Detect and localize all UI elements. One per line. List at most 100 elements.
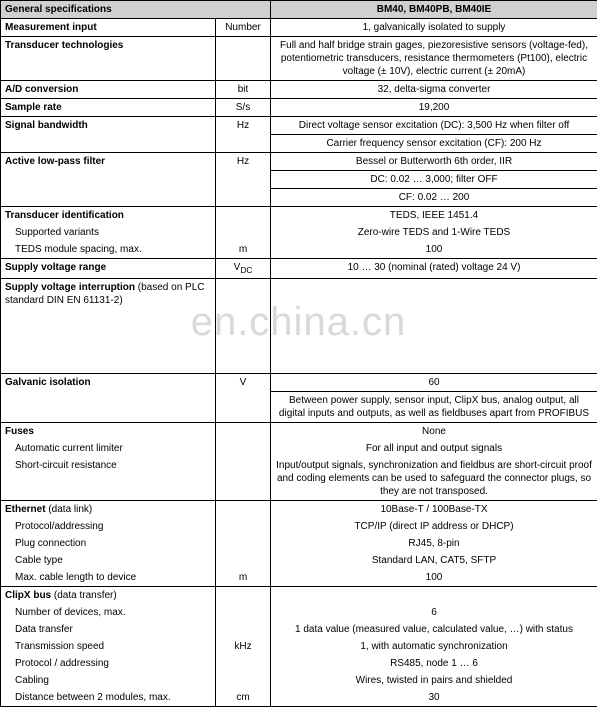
row-label: Automatic current limiter	[1, 440, 216, 457]
row-value	[271, 278, 597, 373]
table-header-row: General specifications BM40, BM40PB, BM4…	[1, 1, 597, 19]
row-label: Galvanic isolation	[1, 373, 216, 391]
row-value: None	[271, 422, 597, 440]
row-unit: bit	[216, 81, 271, 99]
row-label: Data transfer	[1, 621, 216, 638]
row-label: Measurement input	[1, 19, 216, 37]
row-label: Fuses	[1, 422, 216, 440]
table-row: Data transfer 1 data value (measured val…	[1, 621, 597, 638]
table-row: Carrier frequency sensor excitation (CF)…	[1, 135, 597, 153]
table-row: Supported variants Zero-wire TEDS and 1-…	[1, 224, 597, 241]
row-unit	[216, 535, 271, 552]
row-value: Bessel or Butterworth 6th order, IIR	[271, 153, 597, 171]
row-value: Zero-wire TEDS and 1-Wire TEDS	[271, 224, 597, 241]
row-label: Signal bandwidth	[1, 117, 216, 135]
row-value: Wires, twisted in pairs and shielded	[271, 672, 597, 689]
row-label	[1, 189, 216, 207]
row-label: ClipX bus (data transfer)	[1, 586, 216, 604]
table-row: Max. cable length to device m 100	[1, 569, 597, 587]
table-row: Plug connection RJ45, 8-pin	[1, 535, 597, 552]
table-row: Measurement input Number 1, galvanically…	[1, 19, 597, 37]
table-row: Cabling Wires, twisted in pairs and shie…	[1, 672, 597, 689]
row-value: TEDS, IEEE 1451.4	[271, 207, 597, 225]
row-label: TEDS module spacing, max.	[1, 241, 216, 259]
row-value: 32, delta-sigma converter	[271, 81, 597, 99]
row-label: Cabling	[1, 672, 216, 689]
row-unit	[216, 457, 271, 501]
row-value: Direct voltage sensor excitation (DC): 3…	[271, 117, 597, 135]
row-label: Ethernet (data link)	[1, 500, 216, 518]
row-label: Supported variants	[1, 224, 216, 241]
table-row: ClipX bus (data transfer)	[1, 586, 597, 604]
row-unit: V	[216, 373, 271, 391]
row-label: Protocol/addressing	[1, 518, 216, 535]
row-value: DC: 0.02 … 3,000; filter OFF	[271, 171, 597, 189]
row-unit	[216, 391, 271, 422]
table-row: Active low-pass filter Hz Bessel or Butt…	[1, 153, 597, 171]
table-row: Protocol/addressing TCP/IP (direct IP ad…	[1, 518, 597, 535]
row-unit	[216, 655, 271, 672]
row-unit: m	[216, 569, 271, 587]
row-unit: Hz	[216, 117, 271, 135]
row-value: RJ45, 8-pin	[271, 535, 597, 552]
row-label: Number of devices, max.	[1, 604, 216, 621]
table-row: A/D conversion bit 32, delta-sigma conve…	[1, 81, 597, 99]
row-unit	[216, 621, 271, 638]
row-label	[1, 135, 216, 153]
row-unit	[216, 552, 271, 569]
header-general-spec: General specifications	[1, 1, 271, 19]
row-value: 1 data value (measured value, calculated…	[271, 621, 597, 638]
row-label: Transducer technologies	[1, 37, 216, 81]
row-value: RS485, node 1 … 6	[271, 655, 597, 672]
row-unit	[216, 422, 271, 440]
table-row: Supply voltage interruption (based on PL…	[1, 278, 597, 373]
table-row: CF: 0.02 … 200	[1, 189, 597, 207]
row-value: 100	[271, 241, 597, 259]
table-row: Sample rate S/s 19,200	[1, 99, 597, 117]
table-row: Short-circuit resistance Input/output si…	[1, 457, 597, 501]
row-label: A/D conversion	[1, 81, 216, 99]
row-unit	[216, 189, 271, 207]
row-unit	[216, 672, 271, 689]
row-value: 60	[271, 373, 597, 391]
row-unit	[216, 171, 271, 189]
row-value: Carrier frequency sensor excitation (CF)…	[271, 135, 597, 153]
row-value: Between power supply, sensor input, Clip…	[271, 391, 597, 422]
row-unit	[216, 135, 271, 153]
table-row: Ethernet (data link) 10Base-T / 100Base-…	[1, 500, 597, 518]
row-unit: kHz	[216, 638, 271, 655]
row-value: Full and half bridge strain gages, piezo…	[271, 37, 597, 81]
row-label	[1, 391, 216, 422]
row-unit: Number	[216, 19, 271, 37]
row-unit	[216, 207, 271, 225]
table-row: Transducer identification TEDS, IEEE 145…	[1, 207, 597, 225]
table-row: Number of devices, max. 6	[1, 604, 597, 621]
table-row: TEDS module spacing, max. m 100	[1, 241, 597, 259]
row-unit	[216, 37, 271, 81]
row-unit: Hz	[216, 153, 271, 171]
row-unit	[216, 604, 271, 621]
row-label: Transmission speed	[1, 638, 216, 655]
row-unit	[216, 224, 271, 241]
row-unit	[216, 586, 271, 604]
row-unit	[216, 518, 271, 535]
table-row: Fuses None	[1, 422, 597, 440]
row-unit: S/s	[216, 99, 271, 117]
row-label: Transducer identification	[1, 207, 216, 225]
row-value: CF: 0.02 … 200	[271, 189, 597, 207]
table-row: DC: 0.02 … 3,000; filter OFF	[1, 171, 597, 189]
table-row: Supply voltage range VDC 10 … 30 (nomina…	[1, 259, 597, 279]
row-value: 10 … 30 (nominal (rated) voltage 24 V)	[271, 259, 597, 279]
table-row: Transducer technologies Full and half br…	[1, 37, 597, 81]
table-row: Galvanic isolation V 60	[1, 373, 597, 391]
table-row: Cable type Standard LAN, CAT5, SFTP	[1, 552, 597, 569]
spec-table: General specifications BM40, BM40PB, BM4…	[0, 0, 597, 707]
row-value: Input/output signals, synchronization an…	[271, 457, 597, 501]
row-label	[1, 171, 216, 189]
table-row: Signal bandwidth Hz Direct voltage senso…	[1, 117, 597, 135]
row-value: 19,200	[271, 99, 597, 117]
row-label: Cable type	[1, 552, 216, 569]
row-label: Supply voltage interruption (based on PL…	[1, 278, 216, 373]
row-label: Supply voltage range	[1, 259, 216, 279]
row-label: Plug connection	[1, 535, 216, 552]
